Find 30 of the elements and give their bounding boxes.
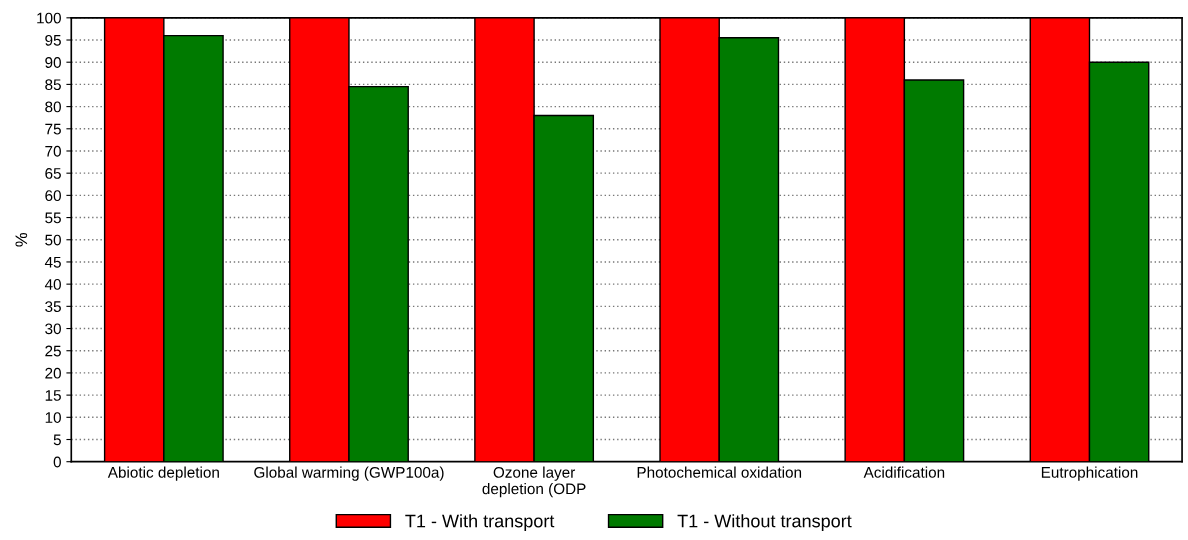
y-tick-label: 50 xyxy=(45,234,61,246)
x-tick-label: Ozone layer depletion (ODP xyxy=(482,466,586,498)
y-tick-label: 35 xyxy=(45,301,61,313)
y-tick-label: 95 xyxy=(45,34,61,46)
y-tick-label: 55 xyxy=(45,212,61,224)
y-tick-label: 20 xyxy=(45,367,61,379)
y-tick-label: 15 xyxy=(45,390,61,401)
y-tick-label: 90 xyxy=(45,57,61,68)
y-tick-label: 85 xyxy=(45,79,61,91)
y-tick-label: 70 xyxy=(45,145,61,157)
y-axis-title: % xyxy=(15,232,28,247)
y-tick-label: 100 xyxy=(37,12,61,24)
x-tick-label: Photochemical oxidation xyxy=(637,466,802,478)
y-tick-label: 45 xyxy=(44,256,61,268)
y-tick-label: 0 xyxy=(53,456,61,468)
y-tick-label: 65 xyxy=(45,168,61,179)
y-tick-label: 80 xyxy=(45,101,61,113)
y-tick-label: 40 xyxy=(44,279,61,290)
legend-label: T1 - Without transport xyxy=(677,514,852,531)
x-tick-label: Abiotic depletion xyxy=(107,466,219,481)
y-tick-label: 10 xyxy=(45,412,61,423)
x-tick-label: Global warming (GWP100a) xyxy=(254,466,444,481)
y-tick-label: 30 xyxy=(45,323,61,335)
x-tick-label: Acidification xyxy=(863,466,945,478)
y-tick-label: 5 xyxy=(53,434,61,446)
y-tick-label: 60 xyxy=(45,190,61,202)
y-tick-label: 25 xyxy=(45,345,61,357)
y-tick-label: 75 xyxy=(45,123,61,135)
x-tick-label: Eutrophication xyxy=(1041,466,1138,481)
legend-label: T1 - With transport xyxy=(405,514,555,531)
